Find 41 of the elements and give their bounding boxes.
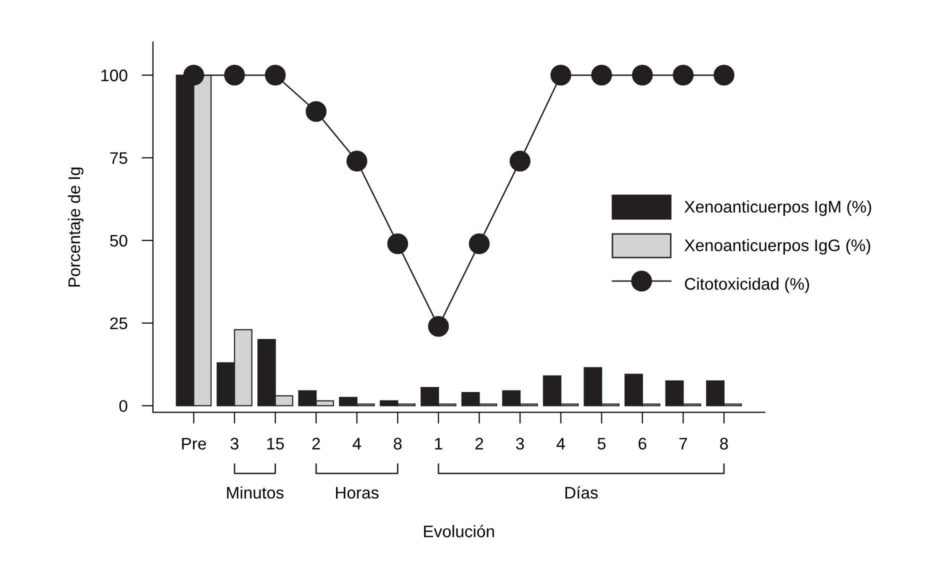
x-tick-label: 3	[230, 438, 238, 450]
x-axis-title: Evolución	[424, 524, 494, 538]
y-tick-label: 50	[110, 234, 128, 247]
point	[264, 64, 286, 86]
legend-label: Citotoxicidad (%)	[684, 278, 810, 294]
point	[183, 64, 204, 86]
x-tick-label: Pre	[182, 438, 206, 450]
x-tick-label: 8	[720, 438, 728, 450]
y-tick-label: 25	[110, 317, 128, 330]
point	[591, 64, 612, 86]
x-tick-label: 5	[598, 438, 606, 450]
y-axis-title: Porcentaje de Ig	[68, 168, 84, 287]
text: Días	[565, 486, 598, 499]
point	[510, 150, 530, 172]
x-tick-label: 7	[679, 438, 687, 450]
x-tick-label: 4	[556, 438, 565, 450]
legend-label: Xenoanticuerpos IgG (%)	[684, 239, 870, 255]
point	[550, 64, 572, 86]
x-tick-label: 2	[475, 438, 484, 450]
y-tick-label: 100	[101, 70, 128, 82]
point	[306, 101, 327, 122]
point	[428, 316, 449, 337]
y-tick-label: 75	[110, 152, 128, 164]
x-tick-label: 2	[312, 438, 320, 450]
text: Minutos	[227, 486, 284, 499]
point	[672, 64, 694, 86]
text: Horas	[336, 487, 379, 499]
x-tick-label: 15	[267, 438, 284, 450]
y-tick-label: 0	[119, 400, 128, 412]
x-tick-label: 1	[435, 438, 442, 450]
point	[346, 150, 368, 172]
x-tick-label: 4	[352, 438, 362, 450]
point	[714, 64, 734, 86]
x-tick-label: 3	[516, 438, 524, 450]
point	[224, 64, 245, 86]
legend-label: Xenoanticuerpos IgM (%)	[684, 200, 872, 216]
x-tick-label: 8	[394, 438, 402, 450]
x-tick-label: 6	[638, 438, 646, 450]
point	[387, 233, 408, 254]
point	[632, 64, 653, 86]
point	[468, 233, 490, 254]
